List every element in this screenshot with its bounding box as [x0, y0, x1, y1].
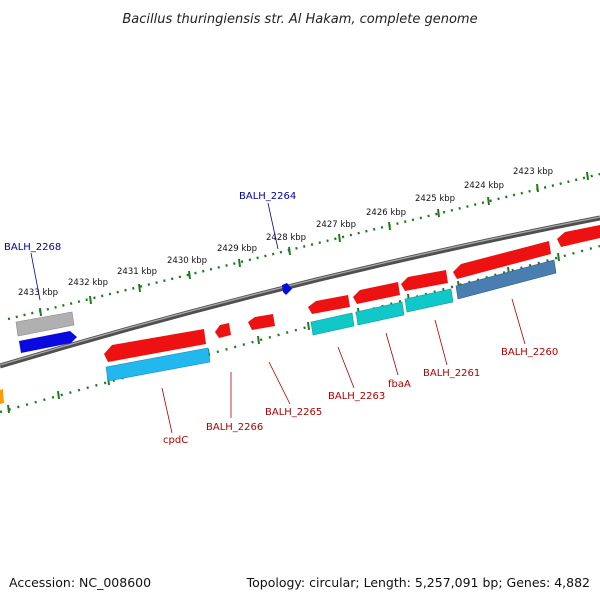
- scale-label-2428: 2428 kbp: [266, 233, 306, 243]
- label-leaders: [30, 202, 526, 434]
- major-tick-upper: [188, 270, 191, 280]
- gene-balh-2265-arrow[interactable]: [248, 314, 275, 330]
- genome-info-text: Topology: circular; Length: 5,257,091 bp…: [246, 575, 590, 590]
- cds-features: [105, 259, 557, 382]
- major-tick-lower: [7, 404, 10, 414]
- major-tick-upper: [138, 283, 141, 293]
- label-balh-2266[interactable]: BALH_2266: [206, 422, 263, 433]
- gene-balh-2264[interactable]: [282, 283, 292, 295]
- accession-text: Accession: NC_008600: [9, 575, 152, 590]
- gene-labels: BALH_2268 BALH_2264 cpdC BALH_2266 BALH_…: [4, 191, 558, 446]
- cds-cpdc[interactable]: [105, 347, 211, 382]
- genome-backbone: [0, 215, 600, 369]
- label-cpdc[interactable]: cpdC: [163, 435, 188, 446]
- scale-label-2429: 2429 kbp: [217, 244, 257, 254]
- leader-balh-2261: [434, 319, 448, 366]
- scale-labels: 2433 kbp 2432 kbp 2431 kbp 2430 kbp 2429…: [18, 167, 553, 298]
- leader-balh-2268: [30, 252, 41, 301]
- label-balh-2268[interactable]: BALH_2268: [4, 242, 61, 253]
- scale-label-2427: 2427 kbp: [316, 220, 356, 230]
- cds-balh-2260[interactable]: [455, 259, 557, 300]
- label-balh-2265[interactable]: BALH_2265: [265, 407, 322, 418]
- scale-label-2424: 2424 kbp: [464, 181, 504, 191]
- cds-fbaa[interactable]: [355, 301, 405, 326]
- major-tick-lower: [307, 321, 310, 331]
- scale-label-2432: 2432 kbp: [68, 278, 108, 288]
- cds-balh-2263[interactable]: [310, 312, 355, 336]
- major-tick-upper: [288, 246, 291, 256]
- gene-orange-fragment[interactable]: [0, 389, 4, 404]
- genome-backbone-highlight: [0, 216, 600, 366]
- major-tick-upper: [338, 233, 341, 243]
- map-title: Bacillus thuringiensis str. Al Hakam, co…: [122, 12, 477, 27]
- cds-balh-2261[interactable]: [404, 288, 454, 313]
- gene-balh-2260-arrow[interactable]: [453, 241, 551, 279]
- scale-label-2425: 2425 kbp: [415, 194, 455, 204]
- gene-balh-2268[interactable]: [15, 311, 77, 353]
- label-balh-2264[interactable]: BALH_2264: [239, 191, 296, 202]
- gene-arrow-blue: [19, 331, 77, 353]
- scale-label-2426: 2426 kbp: [366, 208, 406, 218]
- gene-balh-2261-arrow[interactable]: [401, 270, 448, 291]
- reverse-genes: [104, 225, 600, 362]
- scale-track-upper: [7, 172, 600, 321]
- leader-balh-2263: [337, 346, 355, 389]
- gene-balh-2263-arrow[interactable]: [308, 295, 350, 314]
- major-tick-lower: [57, 390, 60, 400]
- major-tick-upper: [238, 258, 241, 268]
- label-balh-2261[interactable]: BALH_2261: [423, 368, 480, 379]
- leader-balh-2265: [268, 361, 291, 405]
- scale-label-2430: 2430 kbp: [167, 256, 207, 266]
- leader-cpdc: [161, 387, 173, 434]
- major-tick-upper: [586, 171, 589, 181]
- major-tick-upper: [39, 307, 42, 317]
- scale-track-lower: [0, 244, 600, 414]
- gene-edge-arrow[interactable]: [557, 225, 600, 247]
- leader-balh-2260: [511, 298, 526, 345]
- major-tick-upper: [89, 295, 92, 305]
- major-tick-upper: [437, 208, 440, 218]
- major-tick-upper: [388, 221, 391, 231]
- leader-fbaa: [385, 332, 399, 376]
- major-tick-upper: [536, 183, 539, 193]
- leader-balh-2264: [267, 202, 279, 250]
- scale-label-2433: 2433 kbp: [18, 288, 58, 298]
- label-balh-2260[interactable]: BALH_2260: [501, 347, 558, 358]
- gene-fbaa-arrow[interactable]: [353, 282, 400, 304]
- major-tick-lower: [557, 252, 560, 262]
- gene-balh-2266-arrow[interactable]: [215, 323, 231, 338]
- label-balh-2263[interactable]: BALH_2263: [328, 391, 385, 402]
- gene-arrow-grey: [15, 311, 75, 337]
- major-tick-upper: [487, 196, 490, 206]
- major-tick-lower: [257, 335, 260, 345]
- scale-label-2431: 2431 kbp: [117, 267, 157, 277]
- gene-cpdc-arrow[interactable]: [104, 329, 206, 362]
- scale-label-2423: 2423 kbp: [513, 167, 553, 177]
- major-ticks: [7, 171, 589, 414]
- label-fbaa[interactable]: fbaA: [388, 379, 411, 390]
